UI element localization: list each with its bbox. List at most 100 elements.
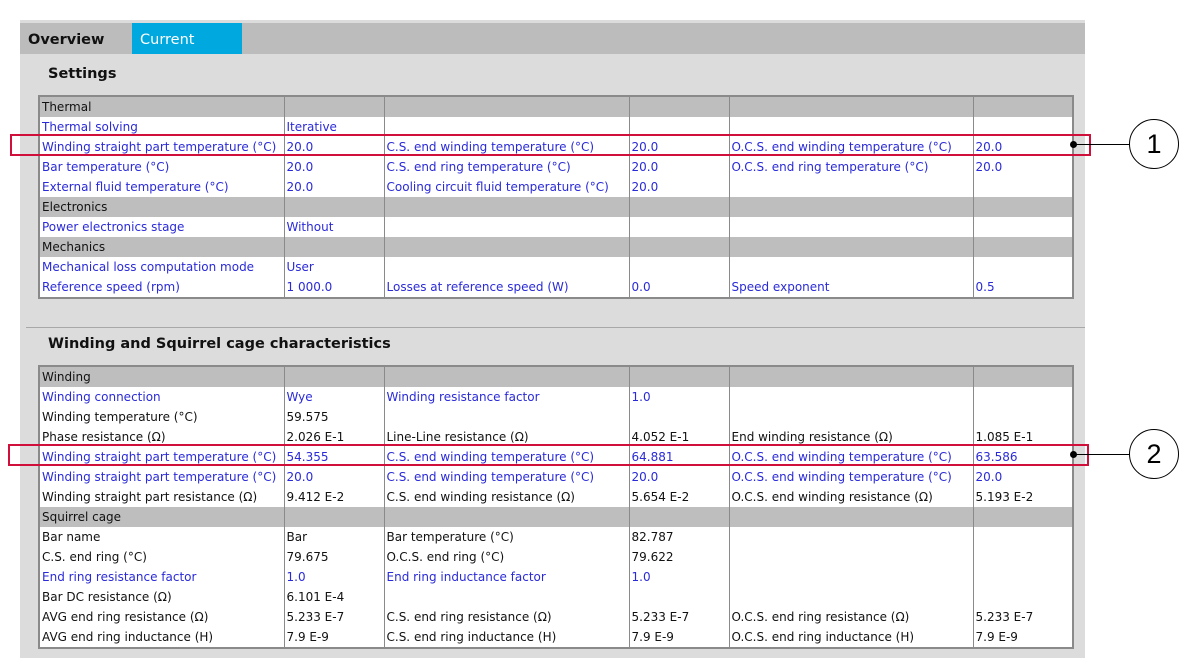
parameter-label[interactable]: Power electronics stage xyxy=(42,220,185,234)
parameter-label: C.S. end winding resistance (Ω) xyxy=(383,487,629,507)
parameter-label xyxy=(383,587,629,607)
winding-title: Winding and Squirrel cage characteristic… xyxy=(48,336,391,352)
parameter-label[interactable]: C.S. end winding temperature (°C) xyxy=(383,137,629,157)
parameter-label[interactable]: C.S. end winding temperature (°C) xyxy=(383,467,629,487)
parameter-label[interactable]: Winding straight part temperature (°C) xyxy=(42,450,277,464)
parameter-value: 7.9 E-9 xyxy=(283,627,384,648)
parameter-label: C.S. end ring resistance (Ω) xyxy=(383,607,629,627)
empty-cell xyxy=(972,507,1073,527)
empty-cell xyxy=(383,197,629,217)
parameter-label: Winding straight part resistance (Ω) xyxy=(42,490,258,504)
parameter-label xyxy=(383,257,629,277)
parameter-label[interactable]: Cooling circuit fluid temperature (°C) xyxy=(383,177,629,197)
parameter-label[interactable]: End ring resistance factor xyxy=(42,570,197,584)
parameter-label xyxy=(728,567,973,587)
parameter-label: O.C.S. end ring inductance (H) xyxy=(728,627,973,648)
parameter-label[interactable]: O.C.S. end winding temperature (°C) xyxy=(728,447,973,467)
parameter-value[interactable]: Wye xyxy=(283,387,384,407)
parameter-label: O.C.S. end ring (°C) xyxy=(383,547,629,567)
parameter-value[interactable]: 1 000.0 xyxy=(283,277,384,298)
parameter-value[interactable]: 20.0 xyxy=(283,157,384,177)
parameter-label[interactable]: Reference speed (rpm) xyxy=(42,280,180,294)
callout-dot-1 xyxy=(1070,141,1077,148)
parameter-label xyxy=(728,527,973,547)
table-row: End ring resistance factor 1.0 End ring in… xyxy=(39,567,1073,587)
parameter-label xyxy=(383,117,629,137)
table-row: External fluid temperature (°C) 20.0 Cooli… xyxy=(39,177,1073,197)
table-row: Bar name Bar Bar temperature (°C) 82.787 xyxy=(39,527,1073,547)
table-row: Thermal solving Iterative xyxy=(39,117,1073,137)
parameter-value xyxy=(972,547,1073,567)
parameter-value xyxy=(972,587,1073,607)
parameter-value[interactable]: 1.0 xyxy=(628,567,729,587)
parameter-label[interactable]: Bar temperature (°C) xyxy=(42,160,170,174)
parameter-label[interactable]: O.C.S. end ring temperature (°C) xyxy=(728,157,973,177)
parameter-value[interactable]: 0.0 xyxy=(628,277,729,298)
empty-cell xyxy=(628,96,729,117)
group-header-row: Squirrel cage xyxy=(39,507,1073,527)
parameter-label xyxy=(728,547,973,567)
empty-cell xyxy=(728,96,973,117)
parameter-value[interactable]: 64.881 xyxy=(628,447,729,467)
parameter-label: O.C.S. end ring resistance (Ω) xyxy=(728,607,973,627)
parameter-value[interactable]: 1.0 xyxy=(628,387,729,407)
parameter-label xyxy=(728,257,973,277)
parameter-value[interactable]: 20.0 xyxy=(283,137,384,157)
parameter-value[interactable]: 20.0 xyxy=(628,157,729,177)
parameter-value[interactable]: 0.5 xyxy=(972,277,1073,298)
parameter-label xyxy=(728,587,973,607)
parameter-label[interactable]: External fluid temperature (°C) xyxy=(42,180,229,194)
tab-overview[interactable]: Overview xyxy=(20,23,130,54)
parameter-value[interactable]: 20.0 xyxy=(628,177,729,197)
group-header-row: Thermal xyxy=(39,96,1073,117)
callout-line-1 xyxy=(1074,144,1130,145)
parameter-value: 1.085 E-1 xyxy=(972,427,1073,447)
parameter-value xyxy=(972,257,1073,277)
parameter-label[interactable]: End ring inductance factor xyxy=(383,567,629,587)
parameter-value[interactable]: Without xyxy=(283,217,384,237)
table-row: Reference speed (rpm) 1 000.0 Losses at re… xyxy=(39,277,1073,298)
parameter-value: 2.026 E-1 xyxy=(283,427,384,447)
table-row: Bar temperature (°C) 20.0 C.S. end ring te… xyxy=(39,157,1073,177)
parameter-value[interactable]: 20.0 xyxy=(283,467,384,487)
parameter-label[interactable]: Thermal solving xyxy=(42,120,138,134)
parameter-value: Bar xyxy=(283,527,384,547)
parameter-label xyxy=(728,407,973,427)
parameter-label[interactable]: Winding straight part temperature (°C) xyxy=(42,140,277,154)
parameter-value: 5.233 E-7 xyxy=(628,607,729,627)
parameter-label: Phase resistance (Ω) xyxy=(42,430,166,444)
parameter-value[interactable]: 20.0 xyxy=(628,137,729,157)
parameter-label: AVG end ring resistance (Ω) xyxy=(42,610,209,624)
parameter-label[interactable]: Winding straight part temperature (°C) xyxy=(42,470,277,484)
empty-cell xyxy=(283,237,384,257)
parameter-label xyxy=(383,217,629,237)
parameter-label[interactable]: O.C.S. end winding temperature (°C) xyxy=(728,137,973,157)
parameter-label[interactable]: Winding connection xyxy=(42,390,161,404)
parameter-label[interactable]: Mechanical loss computation mode xyxy=(42,260,255,274)
parameter-value[interactable]: 20.0 xyxy=(972,157,1073,177)
parameter-label: Bar name xyxy=(42,530,101,544)
parameter-label[interactable]: Losses at reference speed (W) xyxy=(383,277,629,298)
parameter-value: 6.101 E-4 xyxy=(283,587,384,607)
parameter-label[interactable]: O.C.S. end winding temperature (°C) xyxy=(728,467,973,487)
parameter-value[interactable]: 63.586 xyxy=(972,447,1073,467)
parameter-label: O.C.S. end winding resistance (Ω) xyxy=(728,487,973,507)
settings-title: Settings xyxy=(48,66,117,82)
parameter-value[interactable]: 20.0 xyxy=(283,177,384,197)
parameter-label[interactable]: C.S. end ring temperature (°C) xyxy=(383,157,629,177)
tab-current[interactable]: Current xyxy=(132,23,242,54)
parameter-label[interactable]: Winding resistance factor xyxy=(383,387,629,407)
parameter-value[interactable]: User xyxy=(283,257,384,277)
parameter-label xyxy=(728,177,973,197)
parameter-label[interactable]: Speed exponent xyxy=(728,277,973,298)
parameter-label[interactable]: C.S. end winding temperature (°C) xyxy=(383,447,629,467)
group-header-row: Winding xyxy=(39,366,1073,387)
parameter-value[interactable]: 54.355 xyxy=(283,447,384,467)
parameter-value[interactable]: 20.0 xyxy=(972,467,1073,487)
parameter-value[interactable]: 1.0 xyxy=(283,567,384,587)
parameter-value[interactable]: Iterative xyxy=(283,117,384,137)
parameter-value: 7.9 E-9 xyxy=(628,627,729,648)
parameter-value[interactable]: 20.0 xyxy=(972,137,1073,157)
parameter-value[interactable]: 20.0 xyxy=(628,467,729,487)
parameter-value: 9.412 E-2 xyxy=(283,487,384,507)
